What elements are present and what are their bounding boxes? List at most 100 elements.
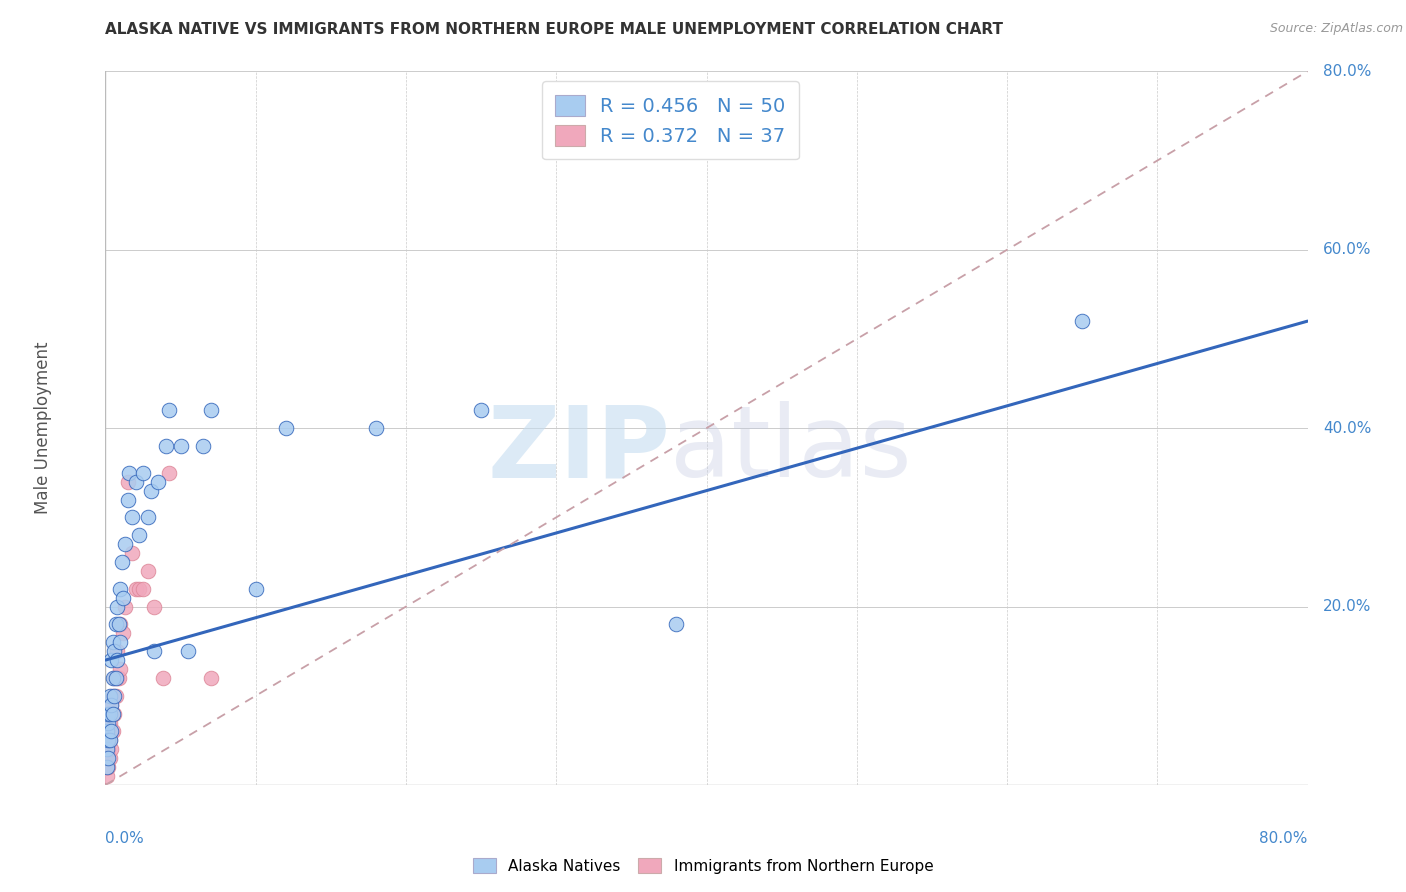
Text: ALASKA NATIVE VS IMMIGRANTS FROM NORTHERN EUROPE MALE UNEMPLOYMENT CORRELATION C: ALASKA NATIVE VS IMMIGRANTS FROM NORTHER… — [105, 22, 1004, 37]
Point — [107, 644, 129, 658]
Point — [114, 537, 136, 551]
Point — [96, 742, 118, 756]
Point — [110, 617, 132, 632]
Point — [191, 439, 214, 453]
Point — [117, 492, 139, 507]
Point — [96, 760, 118, 774]
Point — [665, 617, 688, 632]
Point — [96, 724, 118, 739]
Point — [112, 626, 135, 640]
Point — [101, 689, 124, 703]
Point — [100, 742, 122, 756]
Point — [98, 733, 121, 747]
Text: 20.0%: 20.0% — [1323, 599, 1372, 614]
Point — [97, 706, 120, 721]
Point — [97, 706, 120, 721]
Legend: R = 0.456   N = 50, R = 0.372   N = 37: R = 0.456 N = 50, R = 0.372 N = 37 — [541, 81, 799, 160]
Point — [1071, 314, 1094, 328]
Point — [103, 644, 125, 658]
Point — [142, 644, 165, 658]
Point — [100, 724, 122, 739]
Text: 80.0%: 80.0% — [1260, 831, 1308, 847]
Point — [112, 591, 135, 605]
Point — [96, 742, 118, 756]
Point — [96, 751, 118, 765]
Point — [117, 475, 139, 489]
Text: Source: ZipAtlas.com: Source: ZipAtlas.com — [1270, 22, 1403, 36]
Point — [136, 510, 159, 524]
Point — [107, 599, 129, 614]
Point — [136, 564, 159, 578]
Text: 0.0%: 0.0% — [105, 831, 145, 847]
Point — [364, 421, 387, 435]
Point — [104, 689, 127, 703]
Point — [107, 671, 129, 685]
Text: ZIP: ZIP — [488, 401, 671, 498]
Point — [132, 582, 155, 596]
Point — [200, 403, 222, 417]
Point — [100, 698, 122, 712]
Point — [98, 733, 121, 747]
Point — [100, 653, 122, 667]
Point — [111, 555, 134, 569]
Point — [110, 582, 132, 596]
Point — [157, 466, 180, 480]
Point — [114, 599, 136, 614]
Point — [110, 662, 132, 676]
Point — [142, 599, 165, 614]
Point — [121, 510, 143, 524]
Point — [101, 671, 124, 685]
Point — [98, 751, 121, 765]
Point — [169, 439, 191, 453]
Point — [97, 733, 120, 747]
Point — [132, 466, 155, 480]
Point — [155, 439, 177, 453]
Point — [274, 421, 297, 435]
Point — [108, 617, 131, 632]
Point — [98, 715, 121, 730]
Point — [200, 671, 222, 685]
Point — [118, 466, 141, 480]
Point — [104, 671, 127, 685]
Point — [96, 769, 118, 783]
Point — [96, 733, 118, 747]
Point — [177, 644, 200, 658]
Point — [97, 760, 120, 774]
Point — [98, 689, 121, 703]
Text: 80.0%: 80.0% — [1323, 64, 1372, 78]
Legend: Alaska Natives, Immigrants from Northern Europe: Alaska Natives, Immigrants from Northern… — [467, 852, 939, 880]
Point — [139, 483, 162, 498]
Point — [103, 706, 125, 721]
Point — [124, 475, 146, 489]
Text: Male Unemployment: Male Unemployment — [34, 342, 52, 515]
Point — [128, 582, 150, 596]
Point — [146, 475, 169, 489]
Point — [245, 582, 267, 596]
Point — [98, 706, 121, 721]
Point — [124, 582, 146, 596]
Point — [128, 528, 150, 542]
Point — [101, 635, 124, 649]
Point — [103, 671, 125, 685]
Point — [100, 698, 122, 712]
Point — [101, 706, 124, 721]
Point — [97, 715, 120, 730]
Point — [97, 751, 120, 765]
Point — [121, 546, 143, 560]
Text: 60.0%: 60.0% — [1323, 243, 1372, 257]
Point — [152, 671, 174, 685]
Point — [100, 724, 122, 739]
Text: 40.0%: 40.0% — [1323, 421, 1372, 435]
Point — [470, 403, 492, 417]
Point — [97, 742, 120, 756]
Text: atlas: atlas — [671, 401, 912, 498]
Point — [107, 653, 129, 667]
Point — [104, 617, 127, 632]
Point — [97, 724, 120, 739]
Point — [96, 760, 118, 774]
Point — [110, 635, 132, 649]
Point — [103, 689, 125, 703]
Point — [157, 403, 180, 417]
Point — [108, 671, 131, 685]
Point — [101, 724, 124, 739]
